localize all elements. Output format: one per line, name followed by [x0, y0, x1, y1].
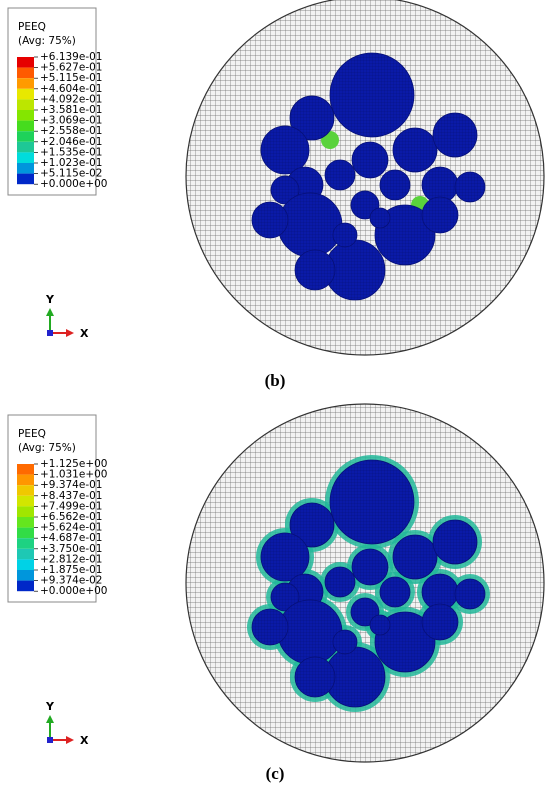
- legend-band: [17, 88, 34, 100]
- legend-band: [17, 559, 34, 570]
- legend-subtitle: (Avg: 75%): [18, 35, 76, 47]
- particle: [251, 201, 289, 239]
- triad-y-head: [46, 715, 54, 723]
- particle: [332, 629, 358, 655]
- legend-label: +5.627e-01: [40, 62, 102, 74]
- legend-band: [17, 506, 34, 517]
- particle: [369, 614, 391, 636]
- particle: [289, 95, 335, 141]
- legend-band: [17, 474, 34, 486]
- legend-band: [17, 78, 34, 89]
- particle: [289, 502, 335, 548]
- particle: [324, 566, 356, 598]
- legend-band: [17, 580, 34, 592]
- legend-label: +3.069e-01: [40, 115, 102, 127]
- panel: PEEQ(Avg: 75%)+6.139e-01+5.627e-01+5.115…: [7, 0, 545, 390]
- particle: [454, 171, 486, 203]
- legend-subtitle: (Avg: 75%): [18, 442, 76, 454]
- particle: [270, 175, 300, 205]
- legend-label: +5.624e-01: [40, 522, 102, 534]
- legend-band: [17, 120, 34, 132]
- legend-label: +9.374e-02: [40, 575, 102, 587]
- legend-band: [17, 67, 34, 79]
- legend-title: PEEQ: [18, 21, 46, 33]
- triad-x-head: [66, 736, 74, 744]
- particle: [432, 112, 478, 158]
- particle: [379, 169, 411, 201]
- particle: [432, 519, 478, 565]
- legend-band: [17, 464, 34, 475]
- legend-band: [17, 527, 34, 539]
- legend-label: +2.812e-01: [40, 553, 102, 565]
- triad-z: [47, 737, 53, 743]
- triad-z: [47, 330, 53, 336]
- legend-label: +1.875e-01: [40, 564, 102, 576]
- legend-label: +4.092e-01: [40, 93, 102, 105]
- legend-band: [17, 141, 34, 153]
- legend-label: +1.535e-01: [40, 146, 102, 158]
- caption: (c): [266, 764, 285, 783]
- particle: [260, 125, 310, 175]
- legend-label: +6.562e-01: [40, 511, 102, 523]
- legend-band: [17, 517, 34, 528]
- legend-label: +5.115e-02: [40, 168, 102, 180]
- legend-band: [17, 163, 34, 174]
- particle: [454, 578, 486, 610]
- particle: [251, 608, 289, 646]
- particle: [329, 52, 415, 138]
- particle: [351, 548, 389, 586]
- triad-x-label: X: [80, 734, 89, 747]
- legend-band: [17, 548, 34, 560]
- legend-band: [17, 152, 34, 163]
- triad-y-head: [46, 308, 54, 316]
- legend-band: [17, 173, 34, 185]
- legend-label: +3.750e-01: [40, 543, 102, 555]
- particle: [294, 249, 336, 291]
- legend-label: +0.000e+00: [40, 585, 107, 597]
- legend-label: +9.374e-01: [40, 479, 102, 491]
- legend-band: [17, 495, 34, 507]
- legend-band: [17, 99, 34, 110]
- particle: [421, 603, 459, 641]
- legend-label: +8.437e-01: [40, 490, 102, 502]
- legend-label: +1.125e+00: [40, 458, 107, 470]
- particle: [324, 159, 356, 191]
- legend-band: [17, 57, 34, 68]
- legend-label: +3.581e-01: [40, 104, 102, 116]
- triad-x-head: [66, 329, 74, 337]
- legend-band: [17, 110, 34, 121]
- legend-label: +1.023e-01: [40, 157, 102, 169]
- legend-band: [17, 538, 34, 549]
- particle: [369, 207, 391, 229]
- legend-band: [17, 570, 34, 581]
- particle: [270, 582, 300, 612]
- legend-label: +2.046e-01: [40, 136, 102, 148]
- particle: [392, 127, 438, 173]
- particle: [260, 532, 310, 582]
- legend-label: +6.139e-01: [40, 51, 102, 63]
- triad-y-label: Y: [45, 293, 55, 306]
- particle: [392, 534, 438, 580]
- legend-label: +4.604e-01: [40, 83, 102, 95]
- particle: [351, 141, 389, 179]
- caption: (b): [265, 371, 286, 390]
- legend-band: [17, 131, 34, 142]
- legend-band: [17, 485, 34, 496]
- legend-label: +2.558e-01: [40, 125, 102, 137]
- particle: [329, 459, 415, 545]
- legend-title: PEEQ: [18, 428, 46, 440]
- particle: [294, 656, 336, 698]
- triad-y-label: Y: [45, 700, 55, 713]
- legend-label: +0.000e+00: [40, 178, 107, 190]
- triad-x-label: X: [80, 327, 89, 340]
- particle: [379, 576, 411, 608]
- legend-label: +5.115e-01: [40, 72, 102, 84]
- particle: [421, 196, 459, 234]
- legend-label: +1.031e+00: [40, 469, 107, 481]
- panel: PEEQ(Avg: 75%)+1.125e+00+1.031e+00+9.374…: [7, 403, 545, 783]
- legend-label: +7.499e-01: [40, 500, 102, 512]
- particle: [332, 222, 358, 248]
- legend-label: +4.687e-01: [40, 532, 102, 544]
